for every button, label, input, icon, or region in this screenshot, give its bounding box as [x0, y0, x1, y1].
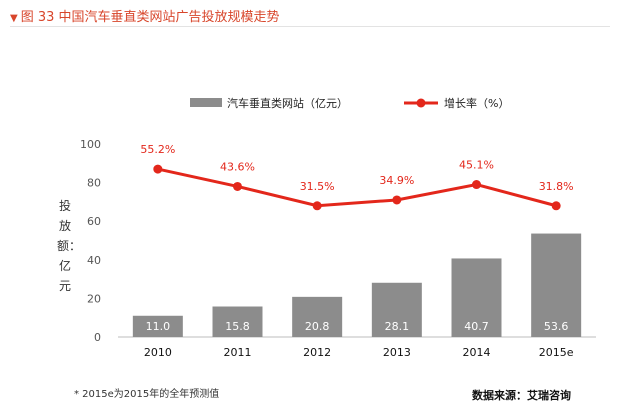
bar-2013: [371, 282, 422, 337]
growth-rate-label: 43.6%: [220, 160, 255, 173]
bar-value-label: 28.1: [385, 320, 410, 333]
growth-rate-point-2014: [472, 180, 481, 190]
footnote: * 2015e为2015年的全年预测值: [74, 389, 220, 400]
y-tick-label: 60: [87, 215, 101, 228]
growth-rate-label: 31.8%: [539, 180, 574, 193]
x-tick-label: 2012: [303, 346, 331, 359]
x-tick-label: 2011: [224, 346, 252, 359]
growth-rate-label: 45.1%: [459, 159, 494, 172]
data-source: 数据来源：艾瑞咨询: [472, 389, 571, 402]
y-tick-label: 0: [94, 331, 101, 344]
title-divider: [10, 26, 610, 27]
growth-rate-label: 31.5%: [300, 180, 335, 193]
bar-2015e: [531, 233, 582, 337]
growth-rate-point-2013: [392, 195, 402, 205]
bar-2014: [451, 258, 502, 337]
y-tick-label: 80: [87, 177, 101, 190]
bar-value-label: 20.8: [305, 320, 330, 333]
growth-rate-point-2010: [153, 164, 163, 174]
bar-2010: [132, 315, 183, 337]
y-axis-label: 投放额：亿元: [57, 199, 82, 293]
growth-rate-point-2015e: [551, 201, 561, 211]
chart-title: ▼ 图 33 中国汽车垂直类网站广告投放规模走势: [10, 6, 280, 25]
legend-bar-label: 汽车垂直类网站（亿元）: [227, 96, 348, 110]
growth-rate-line: [157, 167, 557, 208]
legend-bar-swatch: [190, 98, 222, 107]
growth-rate-point-2011: [233, 181, 242, 191]
x-tick-label: 2010: [144, 346, 172, 359]
legend-line-label: 增长率（%）: [444, 96, 509, 110]
x-tick-label: 2015e: [539, 346, 574, 359]
bar-value-label: 40.7: [464, 320, 489, 333]
bar-2011: [212, 306, 263, 337]
growth-rate-label: 34.9%: [379, 174, 414, 187]
bar-value-label: 15.8: [225, 320, 250, 333]
bar-value-label: 11.0: [146, 320, 171, 333]
x-tick-label: 2013: [383, 346, 411, 359]
y-tick-label: 20: [87, 292, 101, 305]
bar-value-label: 53.6: [544, 320, 569, 333]
growth-rate-label: 55.2%: [140, 143, 175, 156]
title-marker-icon: ▼: [10, 13, 18, 24]
y-tick-label: 40: [87, 254, 101, 267]
x-tick-label: 2014: [463, 346, 491, 359]
bar-2012: [292, 296, 343, 337]
chart-title-text: 图 33 中国汽车垂直类网站广告投放规模走势: [20, 10, 280, 25]
legend-line-marker: [416, 98, 426, 108]
y-tick-label: 100: [80, 138, 101, 151]
growth-rate-point-2012: [312, 201, 322, 211]
